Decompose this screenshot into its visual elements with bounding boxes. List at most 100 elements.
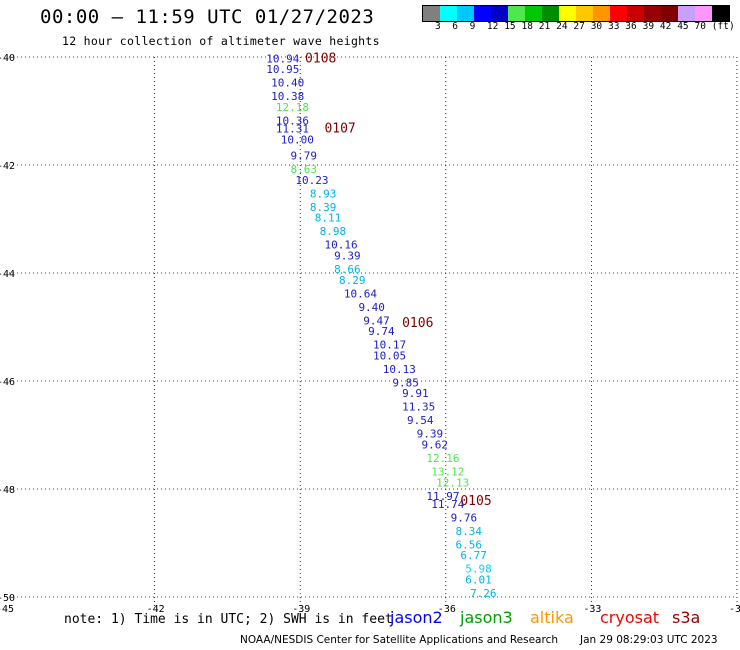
color-swatch	[678, 6, 695, 21]
lat-tick-label: -46	[0, 377, 15, 388]
lat-tick-label: -48	[0, 485, 15, 496]
color-swatch	[440, 6, 457, 21]
wave-height-point: 11.97	[426, 490, 459, 503]
wave-height-point: 12.18	[276, 101, 309, 114]
wave-height-point: 10.17	[373, 339, 406, 352]
color-scale-label: 18	[521, 21, 533, 32]
lon-tick-label: -42	[147, 604, 165, 615]
color-scale-label: 70	[694, 21, 706, 32]
wave-height-point: 10.05	[373, 349, 406, 362]
color-scale-label: 6	[452, 21, 459, 32]
color-swatch	[627, 6, 644, 21]
footer-note: note: 1) Time is in UTC; 2) SWH is in fe…	[64, 612, 393, 627]
wave-height-point: 9.40	[358, 301, 385, 314]
color-scale-label: 24	[556, 21, 568, 32]
wave-height-point: 10.00	[281, 133, 314, 146]
wave-height-point: 10.94	[266, 52, 299, 65]
wave-height-point: 9.74	[368, 325, 395, 338]
color-scale-label: 15	[504, 21, 516, 32]
wave-height-point: 7.26	[470, 587, 497, 600]
wave-height-point: 8.34	[456, 525, 483, 538]
color-swatch	[525, 6, 542, 21]
wave-height-point: 6.56	[456, 538, 483, 551]
wave-height-point: 10.36	[276, 115, 309, 128]
color-swatch	[661, 6, 678, 21]
color-scale-label: 36	[625, 21, 637, 32]
color-scale-label: 30	[590, 21, 603, 32]
wave-height-point: 9.85	[392, 376, 419, 389]
wave-height-point: 8.66	[334, 263, 361, 276]
legend-cryosat: cryosat	[600, 608, 660, 627]
pass-time-label: 0108	[305, 51, 336, 66]
wave-height-point: 8.93	[310, 187, 337, 200]
wave-height-point: 8.29	[339, 274, 366, 287]
lon-tick-label: -36	[438, 604, 456, 615]
wave-height-point: 9.91	[402, 387, 429, 400]
lon-tick-label: -33	[583, 604, 601, 615]
color-scale-label: 3	[435, 21, 441, 32]
color-scale-label: 39	[642, 21, 655, 32]
wave-height-point: 6.77	[460, 549, 487, 562]
wave-height-point: 9.79	[290, 150, 317, 163]
lon-tick-label: -30	[729, 604, 740, 615]
wave-height-point: 9.54	[407, 414, 434, 427]
color-scale-label: 27	[573, 21, 585, 32]
color-scale-label: (ft)	[711, 21, 735, 32]
color-scale-label: 42	[659, 21, 672, 32]
wave-height-point: 13.12	[431, 466, 464, 479]
color-scale-label: 33	[608, 21, 620, 32]
color-swatch	[559, 6, 576, 21]
legend-jason2: jason2	[390, 608, 443, 627]
color-swatch	[491, 6, 508, 21]
wave-height-point: 5.98	[465, 563, 492, 576]
wave-height-point: 10.23	[295, 174, 328, 187]
corner-label: -45	[0, 604, 14, 615]
wave-height-point: 12.13	[436, 476, 469, 489]
wave-height-point: 11.35	[402, 401, 435, 414]
wave-height-point: 8.39	[310, 201, 337, 214]
wave-height-point: 12.16	[426, 452, 459, 465]
wave-height-point: 11.31	[276, 123, 309, 136]
color-scale-label: 12	[486, 21, 499, 32]
wave-height-point: 9.39	[334, 250, 361, 263]
color-scale-label: 9	[469, 21, 476, 32]
pass-time-label: 0106	[402, 316, 433, 331]
color-swatch	[610, 6, 627, 21]
color-swatch	[644, 6, 661, 21]
wave-height-point: 8.63	[290, 163, 317, 176]
timestamp-text: Jan 29 08:29:03 UTC 2023	[580, 634, 718, 646]
color-swatch	[508, 6, 525, 21]
wave-height-point: 10.16	[324, 239, 357, 252]
color-scale-label: 45	[677, 21, 689, 32]
lat-tick-label: -40	[0, 53, 15, 64]
legend-jason3: jason3	[460, 608, 513, 627]
color-swatch	[457, 6, 474, 21]
lat-tick-label: -44	[0, 269, 15, 280]
wave-height-point: 10.64	[344, 287, 377, 300]
legend-s3a: s3a	[672, 608, 701, 627]
wave-height-point: 9.76	[451, 511, 478, 524]
wave-height-point: 10.13	[383, 363, 416, 376]
pass-time-label: 0107	[324, 122, 355, 137]
wave-height-point: 11.74	[431, 498, 464, 511]
color-scale-bar	[422, 5, 730, 22]
color-swatch	[593, 6, 610, 21]
wave-height-point: 9.62	[422, 439, 449, 452]
wave-height-point: 9.39	[417, 428, 444, 441]
color-swatch	[423, 6, 440, 21]
wave-height-point: 10.40	[271, 77, 304, 90]
lat-tick-label: -42	[0, 161, 15, 172]
color-swatch	[474, 6, 491, 21]
map-title: 00:00 — 11:59 UTC 01/27/2023	[40, 6, 375, 28]
color-swatch	[542, 6, 559, 21]
legend-altika: altika	[530, 608, 574, 627]
wave-height-point: 8.98	[320, 225, 347, 238]
color-swatch	[695, 6, 712, 21]
wave-height-point: 10.95	[266, 63, 299, 76]
color-scale-label: 21	[538, 21, 551, 32]
wave-height-point: 6.01	[465, 574, 492, 587]
map-subtitle: 12 hour collection of altimeter wave hei…	[62, 34, 380, 48]
wave-height-point: 9.47	[363, 314, 390, 327]
lat-tick-label: -50	[0, 593, 15, 604]
